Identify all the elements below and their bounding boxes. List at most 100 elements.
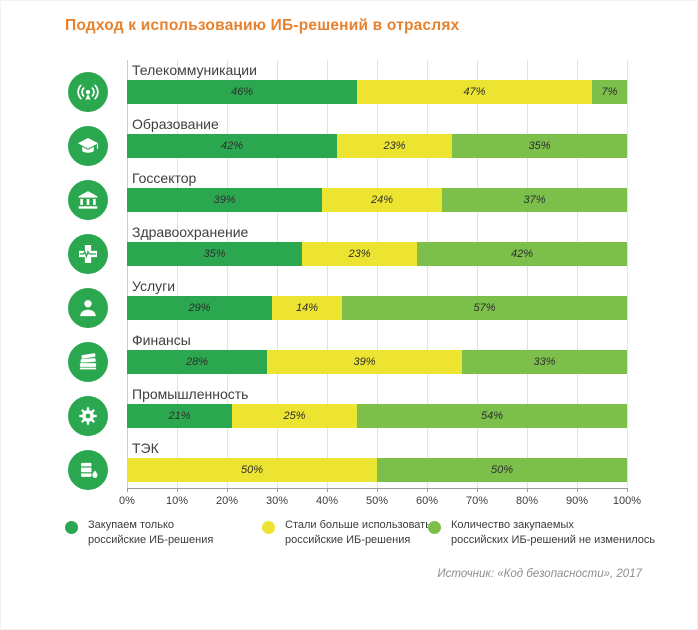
industry-icon — [68, 396, 108, 436]
gridline — [327, 60, 328, 488]
segment-value: 7% — [601, 86, 618, 98]
bar-segment: 39% — [127, 188, 322, 212]
source-caption: Источник: «Код безопасности», 2017 — [437, 568, 642, 580]
segment-value: 23% — [383, 140, 406, 152]
gridline — [377, 60, 378, 488]
bar-segment: 54% — [357, 404, 627, 428]
axis-tick — [127, 488, 128, 492]
segment-value: 35% — [528, 140, 551, 152]
category-label: Телекоммуникации — [132, 62, 257, 78]
axis-tick-label: 30% — [265, 495, 289, 507]
segment-value: 28% — [185, 356, 209, 368]
category-label: Услуги — [132, 278, 176, 294]
legend-item: Стали больше использовать российские ИБ-… — [262, 518, 431, 549]
segment-value: 29% — [188, 302, 211, 314]
bar-segment: 7% — [592, 80, 627, 104]
axis-tick — [227, 488, 228, 492]
axis-tick-label: 100% — [612, 495, 642, 507]
segment-value: 42% — [220, 140, 244, 152]
axis-tick-label: 20% — [215, 495, 239, 507]
axis-tick-label: 80% — [515, 495, 539, 507]
axis-tick-label: 40% — [315, 495, 339, 507]
gridline — [177, 60, 178, 488]
bar-segment: 21% — [127, 404, 232, 428]
legend-dot — [262, 521, 275, 534]
bar-segment: 46% — [127, 80, 357, 104]
gridline — [477, 60, 478, 488]
stacked-bar: 21% 25% 54% — [127, 404, 627, 428]
bar-segment: 35% — [127, 242, 302, 266]
stacked-bar: 39% 24% 37% — [127, 188, 627, 212]
bar-segment: 33% — [462, 350, 627, 374]
gridline — [277, 60, 278, 488]
axis-tick — [477, 488, 478, 492]
gridline — [577, 60, 578, 488]
axis-tick — [527, 488, 528, 492]
bar-segment: 50% — [127, 458, 377, 482]
axis-tick — [427, 488, 428, 492]
axis-tick — [377, 488, 378, 492]
gridline — [527, 60, 528, 488]
category-label: ТЭК — [132, 440, 159, 456]
axis-tick-label: 60% — [415, 495, 439, 507]
gridline — [127, 60, 128, 488]
segment-value: 39% — [213, 194, 236, 206]
stacked-bar: 35% 23% 42% — [127, 242, 627, 266]
category-label: Финансы — [132, 332, 191, 348]
segment-value: 39% — [353, 356, 376, 368]
axis-tick-label: 50% — [365, 495, 389, 507]
axis-tick-label: 10% — [165, 495, 189, 507]
legend-dot — [428, 521, 441, 534]
segment-value: 47% — [463, 86, 486, 98]
legend-item: Количество закупаемых российских ИБ-реше… — [428, 518, 655, 549]
stacked-bar: 42% 23% 35% — [127, 134, 627, 158]
energy-icon — [68, 450, 108, 490]
legend-item: Закупаем только российские ИБ-решения — [65, 518, 213, 549]
government-icon — [68, 180, 108, 220]
healthcare-icon — [68, 234, 108, 274]
segment-value: 24% — [370, 194, 394, 206]
gridline — [427, 60, 428, 488]
bar-segment: 24% — [322, 188, 442, 212]
bar-segment: 50% — [377, 458, 627, 482]
axis-tick — [327, 488, 328, 492]
category-label: Здравоохранение — [132, 224, 249, 240]
segment-value: 57% — [473, 302, 496, 314]
education-icon — [68, 126, 108, 166]
legend-dot — [65, 521, 78, 534]
bar-segment: 23% — [302, 242, 417, 266]
gridline — [627, 60, 628, 488]
segment-value: 25% — [283, 410, 306, 422]
segment-value: 50% — [240, 464, 264, 476]
axis-tick — [577, 488, 578, 492]
gridline — [227, 60, 228, 488]
bar-segment: 39% — [267, 350, 462, 374]
bar-segment: 29% — [127, 296, 272, 320]
segment-value: 37% — [523, 194, 546, 206]
services-icon — [68, 288, 108, 328]
segment-value: 54% — [480, 410, 504, 422]
category-label: Госсектор — [132, 170, 197, 186]
legend-label: Стали больше использовать российские ИБ-… — [285, 519, 431, 547]
axis-tick-label: 0% — [119, 495, 135, 507]
segment-value: 35% — [203, 248, 226, 260]
stacked-bar: 28% 39% 33% — [127, 350, 627, 374]
axis-tick-label: 70% — [465, 495, 489, 507]
segment-value: 46% — [230, 86, 254, 98]
bar-segment: 28% — [127, 350, 267, 374]
bar-segment: 57% — [342, 296, 627, 320]
legend-label: Закупаем только российские ИБ-решения — [88, 519, 214, 547]
bar-segment: 47% — [357, 80, 592, 104]
segment-value: 14% — [295, 302, 319, 314]
stacked-bar: 50% 50% — [127, 458, 627, 482]
axis-tick-label: 90% — [565, 495, 589, 507]
bar-segment: 42% — [127, 134, 337, 158]
segment-value: 42% — [510, 248, 534, 260]
segment-value: 23% — [348, 248, 371, 260]
segment-value: 33% — [533, 356, 556, 368]
segment-value: 50% — [490, 464, 514, 476]
segment-value: 21% — [168, 410, 191, 422]
category-label: Промышленность — [132, 386, 249, 402]
